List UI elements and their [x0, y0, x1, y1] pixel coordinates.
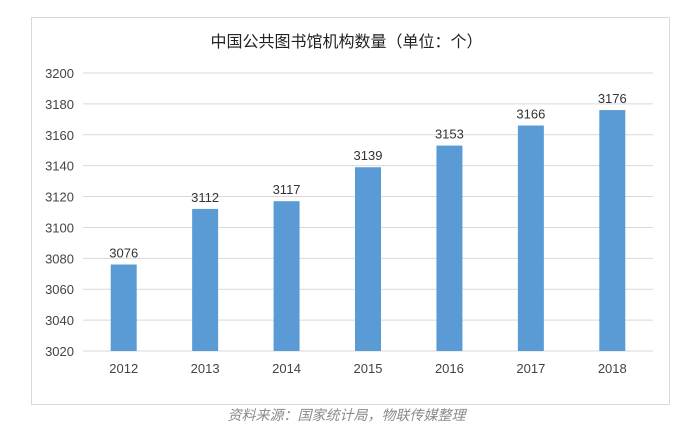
- y-tick-label: 3120: [45, 190, 74, 205]
- bar-2013: [192, 208, 219, 351]
- y-tick-label: 3200: [45, 66, 74, 81]
- x-tick-label: 2017: [516, 361, 545, 376]
- chart-title: 中国公共图书馆机构数量（单位：个）: [210, 32, 483, 51]
- y-tick-label: 3100: [45, 220, 74, 235]
- bar-2012: [110, 264, 137, 351]
- x-tick-label: 2013: [191, 361, 220, 376]
- y-tick-label: 3080: [45, 251, 74, 266]
- source-note: 资料来源：国家统计局，物联传媒整理: [227, 408, 466, 424]
- data-label: 3153: [435, 127, 464, 142]
- y-tick-label: 3160: [45, 128, 74, 143]
- bar-2014: [273, 201, 300, 351]
- y-tick-label: 3040: [45, 313, 74, 328]
- y-tick-label: 3140: [45, 159, 74, 174]
- data-label: 3139: [354, 148, 383, 163]
- x-tick-label: 2014: [272, 361, 301, 376]
- data-label: 3076: [109, 246, 138, 261]
- data-label: 3117: [273, 182, 301, 197]
- bar-2017: [517, 125, 544, 351]
- bar-2016: [436, 145, 463, 351]
- x-tick-label: 2018: [598, 361, 627, 376]
- bar-2015: [355, 167, 381, 351]
- data-label: 3166: [516, 107, 545, 122]
- y-tick-label: 3060: [45, 282, 74, 297]
- y-tick-label: 3180: [45, 97, 74, 112]
- chart-frame: [31, 17, 670, 405]
- y-tick-label: 3020: [45, 344, 74, 359]
- x-tick-label: 2015: [354, 361, 383, 376]
- x-tick-label: 2016: [435, 361, 464, 376]
- x-tick-label: 2012: [109, 361, 138, 376]
- data-label: 3176: [598, 91, 627, 106]
- bar-2018: [599, 110, 626, 351]
- data-label: 3112: [191, 190, 219, 205]
